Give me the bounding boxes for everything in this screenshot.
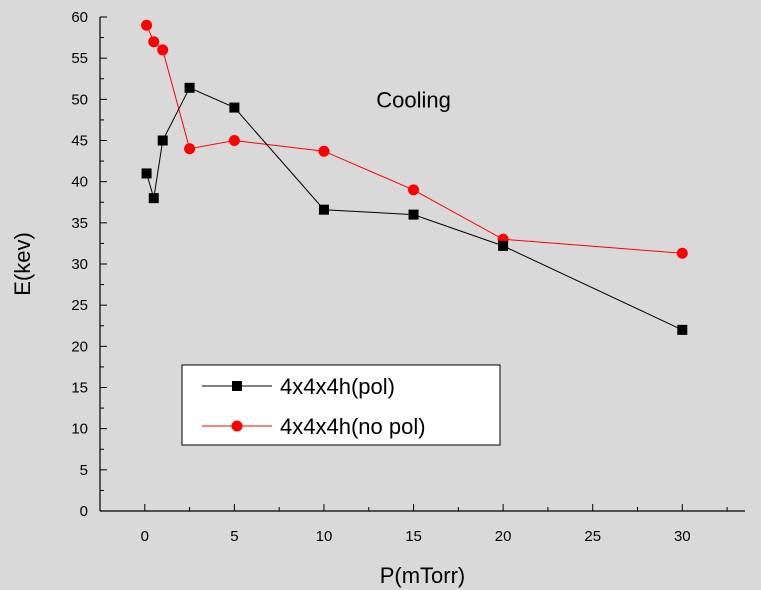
data-point-square <box>148 193 159 204</box>
data-point-square <box>157 135 168 146</box>
series-group <box>141 19 688 335</box>
legend: 4x4x4h(pol) 4x4x4h(no pol) <box>181 364 501 446</box>
x-tick-label: 10 <box>316 528 333 545</box>
y-tick-label: 60 <box>71 9 88 26</box>
y-tick-label: 0 <box>80 503 88 520</box>
y-tick-label: 20 <box>71 338 88 355</box>
y-tick-label: 40 <box>71 174 88 191</box>
x-tick-label: 15 <box>405 528 422 545</box>
y-axis-title: E(kev) <box>10 232 35 296</box>
data-point-circle <box>141 19 153 31</box>
data-point-square <box>498 240 509 251</box>
data-point-square <box>229 102 240 113</box>
y-tick-label: 15 <box>71 380 88 397</box>
x-tick-label: 30 <box>674 528 691 545</box>
legend-marker-circle <box>231 420 243 432</box>
data-point-circle <box>184 143 196 155</box>
data-point-circle <box>676 247 688 259</box>
x-tick-label: 25 <box>584 528 601 545</box>
annotation-cooling: Cooling <box>376 88 451 113</box>
x-tick-label: 20 <box>495 528 512 545</box>
data-point-circle <box>318 145 330 157</box>
y-tick-label: 35 <box>71 215 88 232</box>
legend-label: 4x4x4h(pol) <box>280 374 395 399</box>
legend-marker-square <box>232 381 242 391</box>
y-tick-label: 25 <box>71 297 88 314</box>
data-point-circle <box>157 44 169 56</box>
legend-label: 4x4x4h(no pol) <box>280 414 426 439</box>
data-point-square <box>408 209 419 220</box>
y-tick-label: 45 <box>71 133 88 150</box>
y-tick-label: 5 <box>80 462 88 479</box>
x-axis-title: P(mTorr) <box>380 563 466 588</box>
data-point-square <box>318 204 329 215</box>
x-tick-label: 0 <box>141 528 149 545</box>
data-point-circle <box>408 184 420 196</box>
y-tick-label: 30 <box>71 256 88 273</box>
y-tick-label: 10 <box>71 421 88 438</box>
y-tick-label: 55 <box>71 50 88 67</box>
data-point-square <box>141 168 152 179</box>
data-point-square <box>184 82 195 93</box>
data-point-circle <box>228 135 240 146</box>
data-point-square <box>677 324 688 335</box>
y-tick-label: 50 <box>71 91 88 108</box>
x-tick-label: 5 <box>230 528 238 545</box>
axes: 0 5 10 15 20 25 30 35 40 45 50 55 60 0 5 10 15 20 25 30 <box>71 9 745 545</box>
legend-box <box>181 364 501 446</box>
data-point-circle <box>148 36 160 48</box>
